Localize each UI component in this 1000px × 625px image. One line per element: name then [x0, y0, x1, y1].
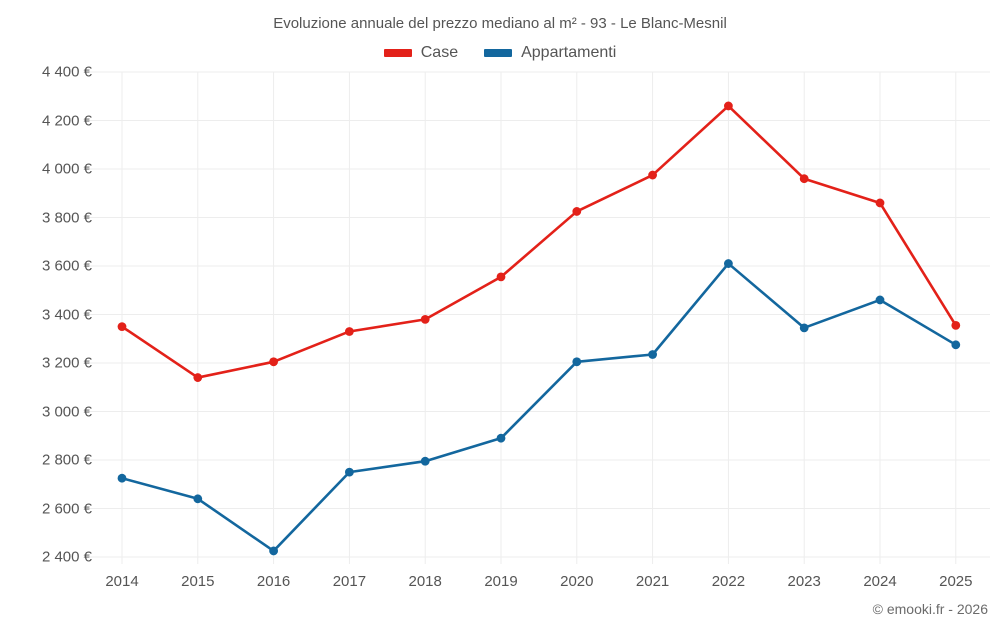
- data-point-marker[interactable]: [496, 433, 506, 443]
- legend-item-case[interactable]: Case: [383, 44, 459, 62]
- x-axis-tick-label: 2021: [635, 573, 670, 590]
- data-point-marker[interactable]: [420, 314, 430, 324]
- x-axis-tick-label: 2023: [787, 573, 821, 590]
- data-point-marker[interactable]: [345, 327, 354, 336]
- data-point-marker[interactable]: [724, 101, 733, 111]
- y-axis: 2 400 € 2 600 € 2 800 € 3 000 € 3 200 € 3 400…: [0, 0, 92, 625]
- series-markers: [117, 101, 961, 556]
- data-point-marker[interactable]: [572, 357, 582, 367]
- data-point-marker[interactable]: [345, 467, 354, 477]
- data-point-marker[interactable]: [117, 322, 127, 332]
- y-axis-tick-label: 3 200 €: [41, 354, 92, 372]
- x-axis-tick-label: 2017: [332, 573, 367, 590]
- data-point-marker[interactable]: [799, 323, 809, 333]
- x-axis-tick-label: 2020: [560, 573, 594, 590]
- footer-credit: © emooki.fr - 2026: [872, 601, 988, 617]
- data-point-marker[interactable]: [875, 198, 885, 208]
- y-axis-tick-label: 3 400 €: [41, 306, 92, 323]
- y-axis-tick-label: 2 400 €: [41, 548, 92, 566]
- data-point-marker[interactable]: [496, 272, 506, 282]
- chart-title: Evoluzione annuale del prezzo mediano al…: [273, 15, 727, 32]
- series-lines: [120, 104, 958, 553]
- series-line-appartamenti: [120, 262, 958, 553]
- data-point-marker[interactable]: [648, 170, 657, 180]
- x-axis-tick-label: 2014: [105, 573, 139, 590]
- y-axis-tick-label: 2 800 €: [41, 451, 92, 469]
- legend-item-appartamenti[interactable]: Appartamenti: [484, 44, 616, 62]
- horizontal-gridlines: [84, 71, 990, 558]
- x-axis-tick-label: 2024: [863, 573, 897, 590]
- legend-swatch-appartamenti: [484, 49, 513, 57]
- x-axis-tick-label: 2015: [181, 573, 215, 590]
- data-point-marker[interactable]: [875, 295, 885, 305]
- data-point-marker[interactable]: [572, 207, 582, 216]
- chart-legend: Case Appartamenti: [0, 44, 1000, 62]
- data-point-marker[interactable]: [269, 546, 278, 556]
- y-axis-tick-label: 3 800 €: [41, 209, 92, 226]
- y-axis-tick-label: 4 200 €: [41, 112, 92, 129]
- data-point-marker[interactable]: [951, 321, 961, 330]
- x-axis-tick-label: 2016: [256, 573, 291, 590]
- x-axis-tick-label: 2022: [711, 573, 746, 590]
- data-point-marker[interactable]: [724, 259, 733, 268]
- data-point-marker[interactable]: [648, 350, 657, 359]
- data-point-marker[interactable]: [951, 340, 961, 350]
- data-point-marker[interactable]: [799, 174, 809, 184]
- x-axis-tick-label: 2025: [939, 573, 973, 590]
- data-point-marker[interactable]: [193, 373, 203, 382]
- x-axis-tick-label: 2018: [408, 573, 442, 590]
- data-point-marker[interactable]: [269, 357, 278, 367]
- legend-label-case: Case: [420, 44, 459, 61]
- y-axis-tick-label: 2 600 €: [41, 500, 92, 517]
- x-axis-tick-label: 2019: [484, 573, 518, 590]
- data-point-marker[interactable]: [420, 456, 430, 466]
- y-axis-tick-label: 3 600 €: [41, 257, 92, 275]
- y-axis-tick-label: 3 000 €: [41, 403, 92, 420]
- data-point-marker[interactable]: [193, 494, 203, 504]
- series-line-case: [120, 104, 958, 379]
- y-axis-tick-label: 4 000 €: [41, 160, 92, 178]
- legend-swatch-case: [383, 49, 412, 57]
- y-axis-tick-label: 4 400 €: [41, 63, 92, 81]
- legend-label-appartamenti: Appartamenti: [521, 44, 617, 61]
- data-point-marker[interactable]: [117, 473, 127, 483]
